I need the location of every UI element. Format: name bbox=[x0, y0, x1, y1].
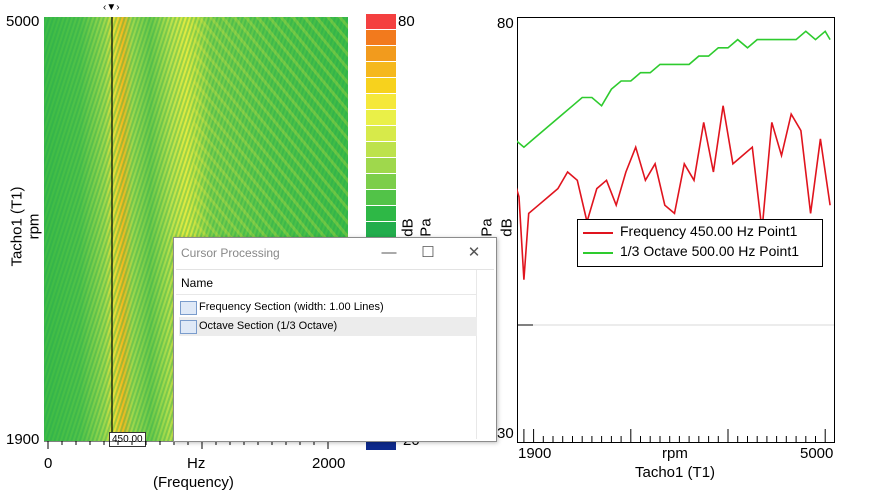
colorbar-unit-db: dB bbox=[399, 218, 417, 237]
chart-y-unit-pa: Pa bbox=[478, 218, 496, 237]
list-item-octave-section[interactable]: Octave Section (1/3 Octave) bbox=[179, 317, 477, 336]
colorbar-segment bbox=[366, 158, 396, 173]
colorbar-segment bbox=[366, 190, 396, 205]
legend-swatch-frequency bbox=[583, 232, 613, 234]
colorbar-segment bbox=[366, 206, 396, 221]
chart-y-unit-db: dB bbox=[498, 218, 516, 237]
dialog-title: Cursor Processing bbox=[181, 246, 280, 260]
chart-x-right-label: 5000 bbox=[800, 445, 834, 462]
chart-y-top-label: 80 bbox=[497, 15, 514, 32]
dialog-minimize-button[interactable]: — bbox=[381, 244, 397, 261]
series-line-octave bbox=[517, 30, 831, 149]
dialog-close-button[interactable]: ✕ bbox=[467, 244, 481, 261]
list-column-divider[interactable] bbox=[476, 270, 477, 439]
waveform-icon bbox=[180, 320, 197, 334]
cursor-handle-icon[interactable]: ‹▼› bbox=[103, 2, 120, 13]
cursor-readout-value: 450.00 bbox=[112, 434, 143, 445]
list-item-label: Frequency Section (width: 1.00 Lines) bbox=[199, 301, 384, 313]
list-item-frequency-section[interactable]: Frequency Section (width: 1.00 Lines) bbox=[179, 298, 477, 317]
list-column-header-name[interactable]: Name bbox=[181, 276, 214, 290]
cursor-processing-dialog[interactable]: Cursor Processing — ☐ ✕ Name Frequency S… bbox=[173, 237, 497, 442]
colorbar-segment bbox=[366, 222, 396, 237]
spectrogram-x-axis bbox=[44, 441, 348, 449]
legend-item-octave: 1/3 Octave 500.00 Hz Point1 bbox=[583, 243, 819, 262]
legend-label-frequency: Frequency 450.00 Hz Point1 bbox=[620, 223, 798, 239]
chart-x-title: Tacho1 (T1) bbox=[635, 464, 716, 481]
chart-x-left-label: 1900 bbox=[518, 445, 552, 462]
colorbar-segment bbox=[366, 94, 396, 109]
colorbar-segment bbox=[366, 30, 396, 45]
series-line-frequency bbox=[517, 105, 831, 280]
spectrogram-y-title: Tacho1 (T1) bbox=[8, 186, 26, 267]
list-header-divider bbox=[176, 294, 476, 295]
colorbar-unit-pa: Pa bbox=[417, 218, 435, 237]
legend-swatch-octave bbox=[583, 252, 613, 254]
spectrogram-y-bottom-label: 1900 bbox=[6, 431, 40, 448]
colorbar-segment bbox=[366, 110, 396, 125]
colorbar-segment bbox=[366, 62, 396, 77]
spectrogram-y-top-label: 5000 bbox=[6, 13, 40, 30]
colorbar-segment bbox=[366, 14, 396, 29]
colorbar-segment bbox=[366, 46, 396, 61]
chart-x-unit-label: rpm bbox=[662, 445, 688, 462]
waveform-icon bbox=[180, 301, 197, 315]
legend-item-frequency: Frequency 450.00 Hz Point1 bbox=[583, 223, 819, 242]
dialog-maximize-button[interactable]: ☐ bbox=[421, 244, 435, 261]
colorbar-top-label: 80 bbox=[398, 13, 415, 30]
spectrogram-x-tick-2000: 2000 bbox=[312, 455, 346, 472]
spectrogram-y-unit: rpm bbox=[25, 213, 43, 240]
colorbar-segment bbox=[366, 78, 396, 93]
dialog-processing-list[interactable]: Name Frequency Section (width: 1.00 Line… bbox=[176, 269, 494, 439]
colorbar-segment bbox=[366, 126, 396, 141]
spectrogram-x-title: (Frequency) bbox=[153, 474, 234, 491]
chart-legend: Frequency 450.00 Hz Point1 1/3 Octave 50… bbox=[577, 219, 823, 267]
legend-label-octave: 1/3 Octave 500.00 Hz Point1 bbox=[620, 243, 799, 259]
chart-y-bottom-label: 30 bbox=[497, 425, 514, 442]
list-item-label: Octave Section (1/3 Octave) bbox=[199, 320, 338, 332]
spectrogram-x-tick-unit: Hz bbox=[187, 455, 206, 472]
colorbar-segment bbox=[366, 142, 396, 157]
spectrogram-x-tick-0: 0 bbox=[44, 455, 53, 472]
colorbar-segment bbox=[366, 174, 396, 189]
